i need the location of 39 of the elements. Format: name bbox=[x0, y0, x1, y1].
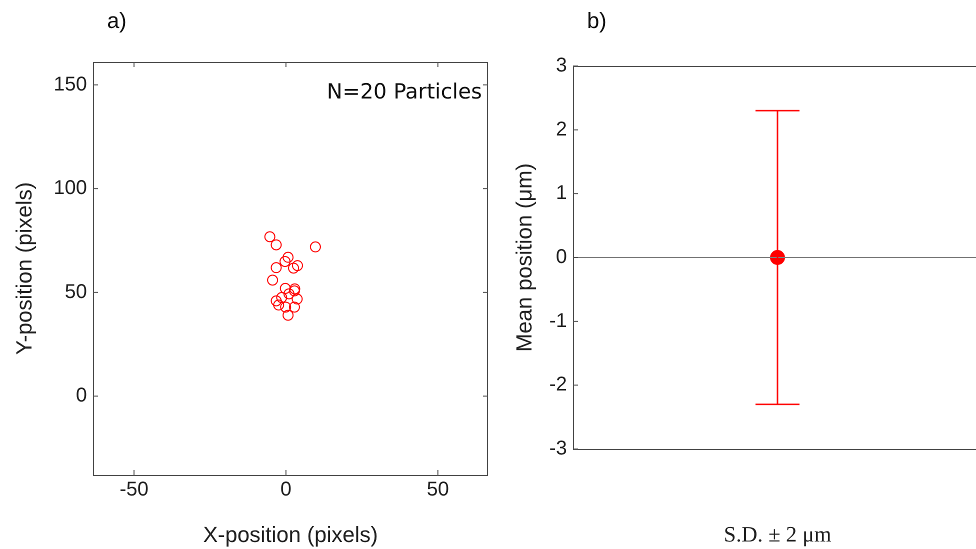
y-tick-label: -2 bbox=[549, 374, 567, 396]
y-tick-label: -3 bbox=[549, 438, 567, 460]
point bbox=[270, 295, 282, 306]
point bbox=[292, 260, 303, 272]
point bbox=[282, 310, 294, 321]
x-tick-label: 50 bbox=[426, 478, 449, 501]
point bbox=[280, 256, 291, 267]
y-tick-label: 100 bbox=[54, 177, 87, 200]
y-axis-title: Y-position (pixels) bbox=[11, 182, 36, 355]
y-tick-label: 150 bbox=[54, 73, 87, 96]
x-tick-label: 0 bbox=[280, 478, 292, 501]
x-axis-title: X-position (pixels) bbox=[203, 522, 378, 547]
point bbox=[276, 292, 288, 304]
y-tick-label: 0 bbox=[76, 384, 87, 407]
point bbox=[267, 274, 278, 286]
y-tick-label: 2 bbox=[556, 118, 567, 140]
point bbox=[282, 252, 294, 263]
point bbox=[288, 302, 300, 313]
annotation: N=20 Particles bbox=[326, 79, 482, 104]
y-tick-label: 1 bbox=[556, 182, 567, 204]
point bbox=[283, 288, 294, 300]
point bbox=[270, 262, 282, 274]
x-axis-title: S.D. ± 2 μm bbox=[724, 522, 832, 547]
point bbox=[280, 302, 292, 313]
y-tick-label: -1 bbox=[549, 310, 567, 332]
point bbox=[280, 282, 291, 294]
point bbox=[264, 231, 276, 242]
point bbox=[288, 262, 300, 274]
y-axis-title: Mean position (μm) bbox=[511, 163, 536, 352]
chart-title: a) bbox=[107, 8, 127, 34]
chart-title: b) bbox=[587, 8, 607, 34]
y-tick-label: 0 bbox=[556, 246, 567, 268]
point bbox=[273, 300, 284, 311]
x-tick-label: -50 bbox=[120, 478, 148, 501]
point bbox=[310, 241, 321, 252]
y-tick-label: 3 bbox=[556, 54, 567, 77]
y-tick-label: 50 bbox=[64, 280, 87, 303]
point bbox=[270, 239, 282, 250]
point bbox=[292, 294, 303, 305]
